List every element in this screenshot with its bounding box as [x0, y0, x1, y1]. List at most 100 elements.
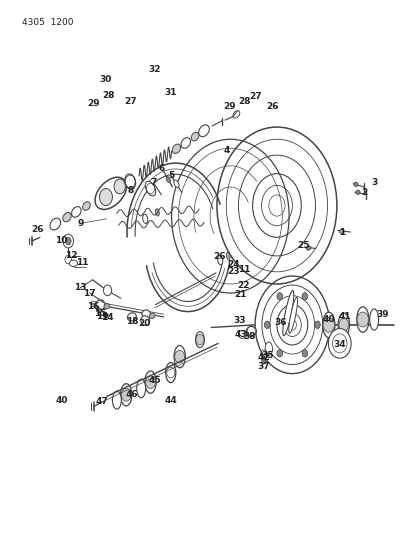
Text: 13: 13 — [74, 283, 86, 292]
Text: 14: 14 — [101, 313, 114, 322]
Text: 10: 10 — [55, 236, 68, 245]
Ellipse shape — [120, 384, 132, 406]
Text: 4: 4 — [223, 147, 229, 156]
Text: 9: 9 — [77, 219, 84, 228]
Ellipse shape — [174, 345, 185, 368]
Ellipse shape — [141, 316, 150, 325]
Text: 43: 43 — [235, 330, 248, 339]
Text: 28: 28 — [238, 96, 251, 106]
Text: 29: 29 — [87, 99, 100, 108]
Ellipse shape — [338, 313, 350, 336]
Text: 11: 11 — [238, 265, 251, 273]
Ellipse shape — [96, 308, 101, 312]
Circle shape — [196, 334, 204, 345]
Text: 20: 20 — [138, 319, 150, 328]
Text: 40: 40 — [55, 395, 68, 405]
Ellipse shape — [155, 209, 159, 216]
Ellipse shape — [166, 362, 176, 383]
Text: 47: 47 — [95, 397, 108, 406]
Circle shape — [302, 350, 308, 357]
Text: 1: 1 — [339, 228, 345, 237]
Text: 26: 26 — [213, 253, 226, 262]
Circle shape — [100, 189, 113, 206]
Text: 36: 36 — [274, 318, 286, 327]
Ellipse shape — [323, 312, 335, 337]
Text: 35: 35 — [262, 351, 274, 360]
Ellipse shape — [265, 342, 273, 356]
Text: 12: 12 — [65, 252, 78, 261]
Text: 16: 16 — [88, 302, 100, 311]
Circle shape — [277, 293, 283, 300]
Ellipse shape — [174, 180, 179, 188]
Text: 38: 38 — [243, 332, 256, 341]
Text: 32: 32 — [149, 64, 161, 74]
Text: 21: 21 — [234, 290, 247, 299]
Ellipse shape — [72, 207, 81, 217]
Ellipse shape — [125, 174, 135, 189]
Circle shape — [146, 376, 155, 389]
Circle shape — [302, 293, 308, 300]
Circle shape — [104, 285, 112, 296]
Text: 30: 30 — [100, 75, 112, 84]
Text: 37: 37 — [258, 362, 270, 370]
Ellipse shape — [191, 132, 199, 141]
Text: 15: 15 — [93, 309, 106, 318]
Circle shape — [328, 328, 351, 358]
Circle shape — [175, 350, 184, 363]
Ellipse shape — [104, 304, 110, 309]
Text: 26: 26 — [266, 102, 278, 111]
Ellipse shape — [356, 190, 360, 195]
Text: 34: 34 — [333, 341, 346, 350]
Ellipse shape — [354, 182, 358, 187]
Circle shape — [264, 321, 270, 328]
Text: 44: 44 — [164, 395, 177, 405]
Circle shape — [339, 318, 349, 331]
Text: 5: 5 — [169, 171, 175, 180]
Ellipse shape — [370, 309, 379, 330]
Text: 6: 6 — [158, 164, 164, 173]
Ellipse shape — [96, 300, 105, 310]
Ellipse shape — [306, 246, 311, 250]
Circle shape — [63, 234, 73, 248]
Text: 31: 31 — [164, 88, 177, 97]
Ellipse shape — [69, 260, 78, 266]
Text: 42: 42 — [258, 353, 270, 362]
Ellipse shape — [63, 213, 71, 222]
Text: 28: 28 — [102, 91, 115, 100]
Text: 39: 39 — [377, 310, 389, 319]
Ellipse shape — [246, 326, 257, 336]
Text: 19: 19 — [95, 312, 108, 321]
Ellipse shape — [172, 144, 181, 154]
Ellipse shape — [143, 214, 148, 223]
Text: 24: 24 — [227, 261, 239, 269]
Text: 23: 23 — [227, 268, 239, 276]
Text: 46: 46 — [126, 390, 138, 399]
Text: 40: 40 — [323, 315, 335, 324]
Text: 4305  1200: 4305 1200 — [22, 18, 73, 27]
Text: 27: 27 — [250, 92, 262, 101]
Text: 2: 2 — [361, 188, 367, 197]
Text: 33: 33 — [233, 316, 246, 325]
Ellipse shape — [145, 181, 156, 196]
Ellipse shape — [357, 307, 369, 332]
Text: 11: 11 — [76, 258, 89, 266]
Text: 18: 18 — [126, 317, 138, 326]
Ellipse shape — [181, 138, 191, 148]
Text: 3: 3 — [371, 178, 377, 187]
Circle shape — [357, 312, 368, 327]
Ellipse shape — [113, 391, 121, 409]
Ellipse shape — [142, 310, 151, 319]
Ellipse shape — [262, 360, 266, 364]
Text: 8: 8 — [128, 186, 134, 195]
Ellipse shape — [166, 176, 171, 182]
Circle shape — [121, 389, 131, 401]
Ellipse shape — [218, 255, 223, 265]
Ellipse shape — [83, 201, 90, 211]
Text: 45: 45 — [148, 376, 161, 385]
Text: 25: 25 — [297, 241, 310, 250]
Ellipse shape — [145, 371, 156, 393]
Ellipse shape — [127, 313, 136, 321]
Ellipse shape — [339, 229, 344, 233]
Ellipse shape — [50, 218, 61, 230]
Text: 7: 7 — [150, 178, 157, 187]
